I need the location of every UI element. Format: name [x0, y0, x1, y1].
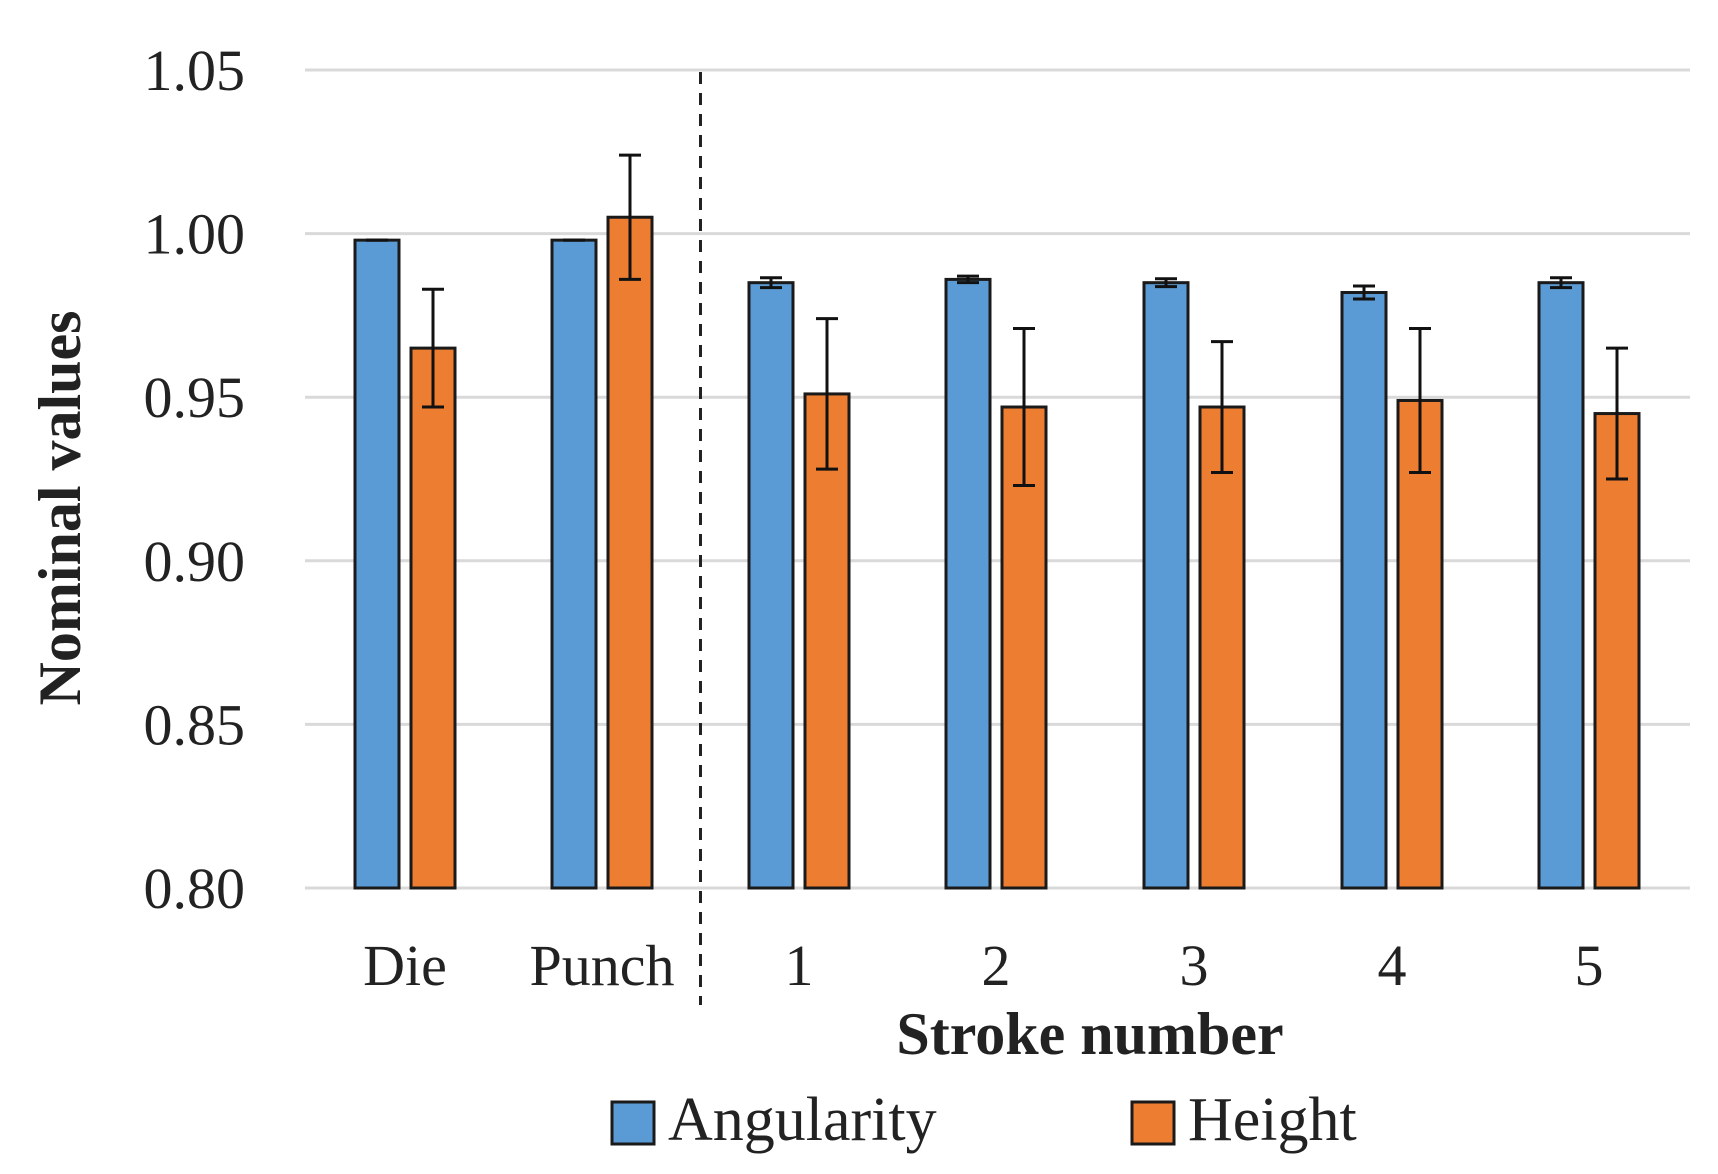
bar-angularity-2 — [944, 277, 992, 890]
legend-swatch-angularity — [610, 1100, 656, 1146]
x-tick-label-die: Die — [363, 933, 447, 998]
legend-swatch-height — [1130, 1100, 1176, 1146]
error-bar-angularity-2 — [957, 274, 979, 285]
bar-height-5 — [1593, 412, 1641, 890]
gridlines — [305, 68, 1690, 890]
bar-height-3 — [1198, 405, 1246, 890]
bar-angularity-5 — [1537, 281, 1585, 890]
bars — [353, 215, 1641, 890]
error-bar-height-1 — [816, 317, 838, 471]
bar-height-4 — [1396, 398, 1444, 890]
x-axis-title: Stroke number — [896, 1001, 1283, 1067]
bar-angularity-4 — [1340, 290, 1388, 890]
x-tick-labels: Die Punch 1 2 3 4 5 — [363, 933, 1603, 998]
error-bar-height-4 — [1409, 326, 1431, 474]
error-bar-angularity-1 — [760, 276, 782, 290]
y-tick-label: 0.95 — [144, 365, 246, 430]
x-tick-label-3: 3 — [1180, 933, 1209, 998]
legend-label-height: Height — [1188, 1086, 1357, 1154]
y-axis-title: Nominal values — [27, 310, 93, 705]
error-bar-angularity-5 — [1550, 276, 1572, 290]
error-bar-height-punch — [619, 153, 641, 281]
x-tick-label-4: 4 — [1378, 933, 1407, 998]
bar-height-punch — [606, 215, 654, 890]
error-bar-angularity-4 — [1353, 284, 1375, 301]
bar-height-2 — [1000, 405, 1048, 890]
y-tick-label: 1.05 — [144, 38, 246, 103]
x-tick-label-5: 5 — [1575, 933, 1604, 998]
y-tick-label: 1.00 — [144, 202, 246, 267]
bar-angularity-1 — [747, 281, 795, 890]
x-tick-label-punch: Punch — [530, 933, 675, 998]
bar-angularity-3 — [1142, 281, 1190, 890]
legend-label-angularity: Angularity — [668, 1086, 937, 1154]
y-tick-labels: 0.80 0.85 0.90 0.95 1.00 1.05 — [144, 38, 246, 921]
error-bar-height-5 — [1606, 346, 1628, 481]
bar-angularity-die — [353, 238, 401, 890]
error-bar-height-2 — [1013, 326, 1035, 488]
error-bar-height-die — [422, 287, 444, 409]
error-bars — [366, 153, 1628, 488]
x-tick-label-1: 1 — [785, 933, 814, 998]
error-bar-height-3 — [1211, 340, 1233, 474]
bar-height-die — [409, 346, 457, 890]
y-tick-label: 0.85 — [144, 692, 246, 757]
x-tick-label-2: 2 — [982, 933, 1011, 998]
error-bar-angularity-3 — [1155, 277, 1177, 289]
y-tick-label: 0.80 — [144, 856, 246, 921]
y-tick-label: 0.90 — [144, 529, 246, 594]
bar-angularity-punch — [550, 238, 598, 890]
legend: Angularity Height — [610, 1086, 1357, 1154]
